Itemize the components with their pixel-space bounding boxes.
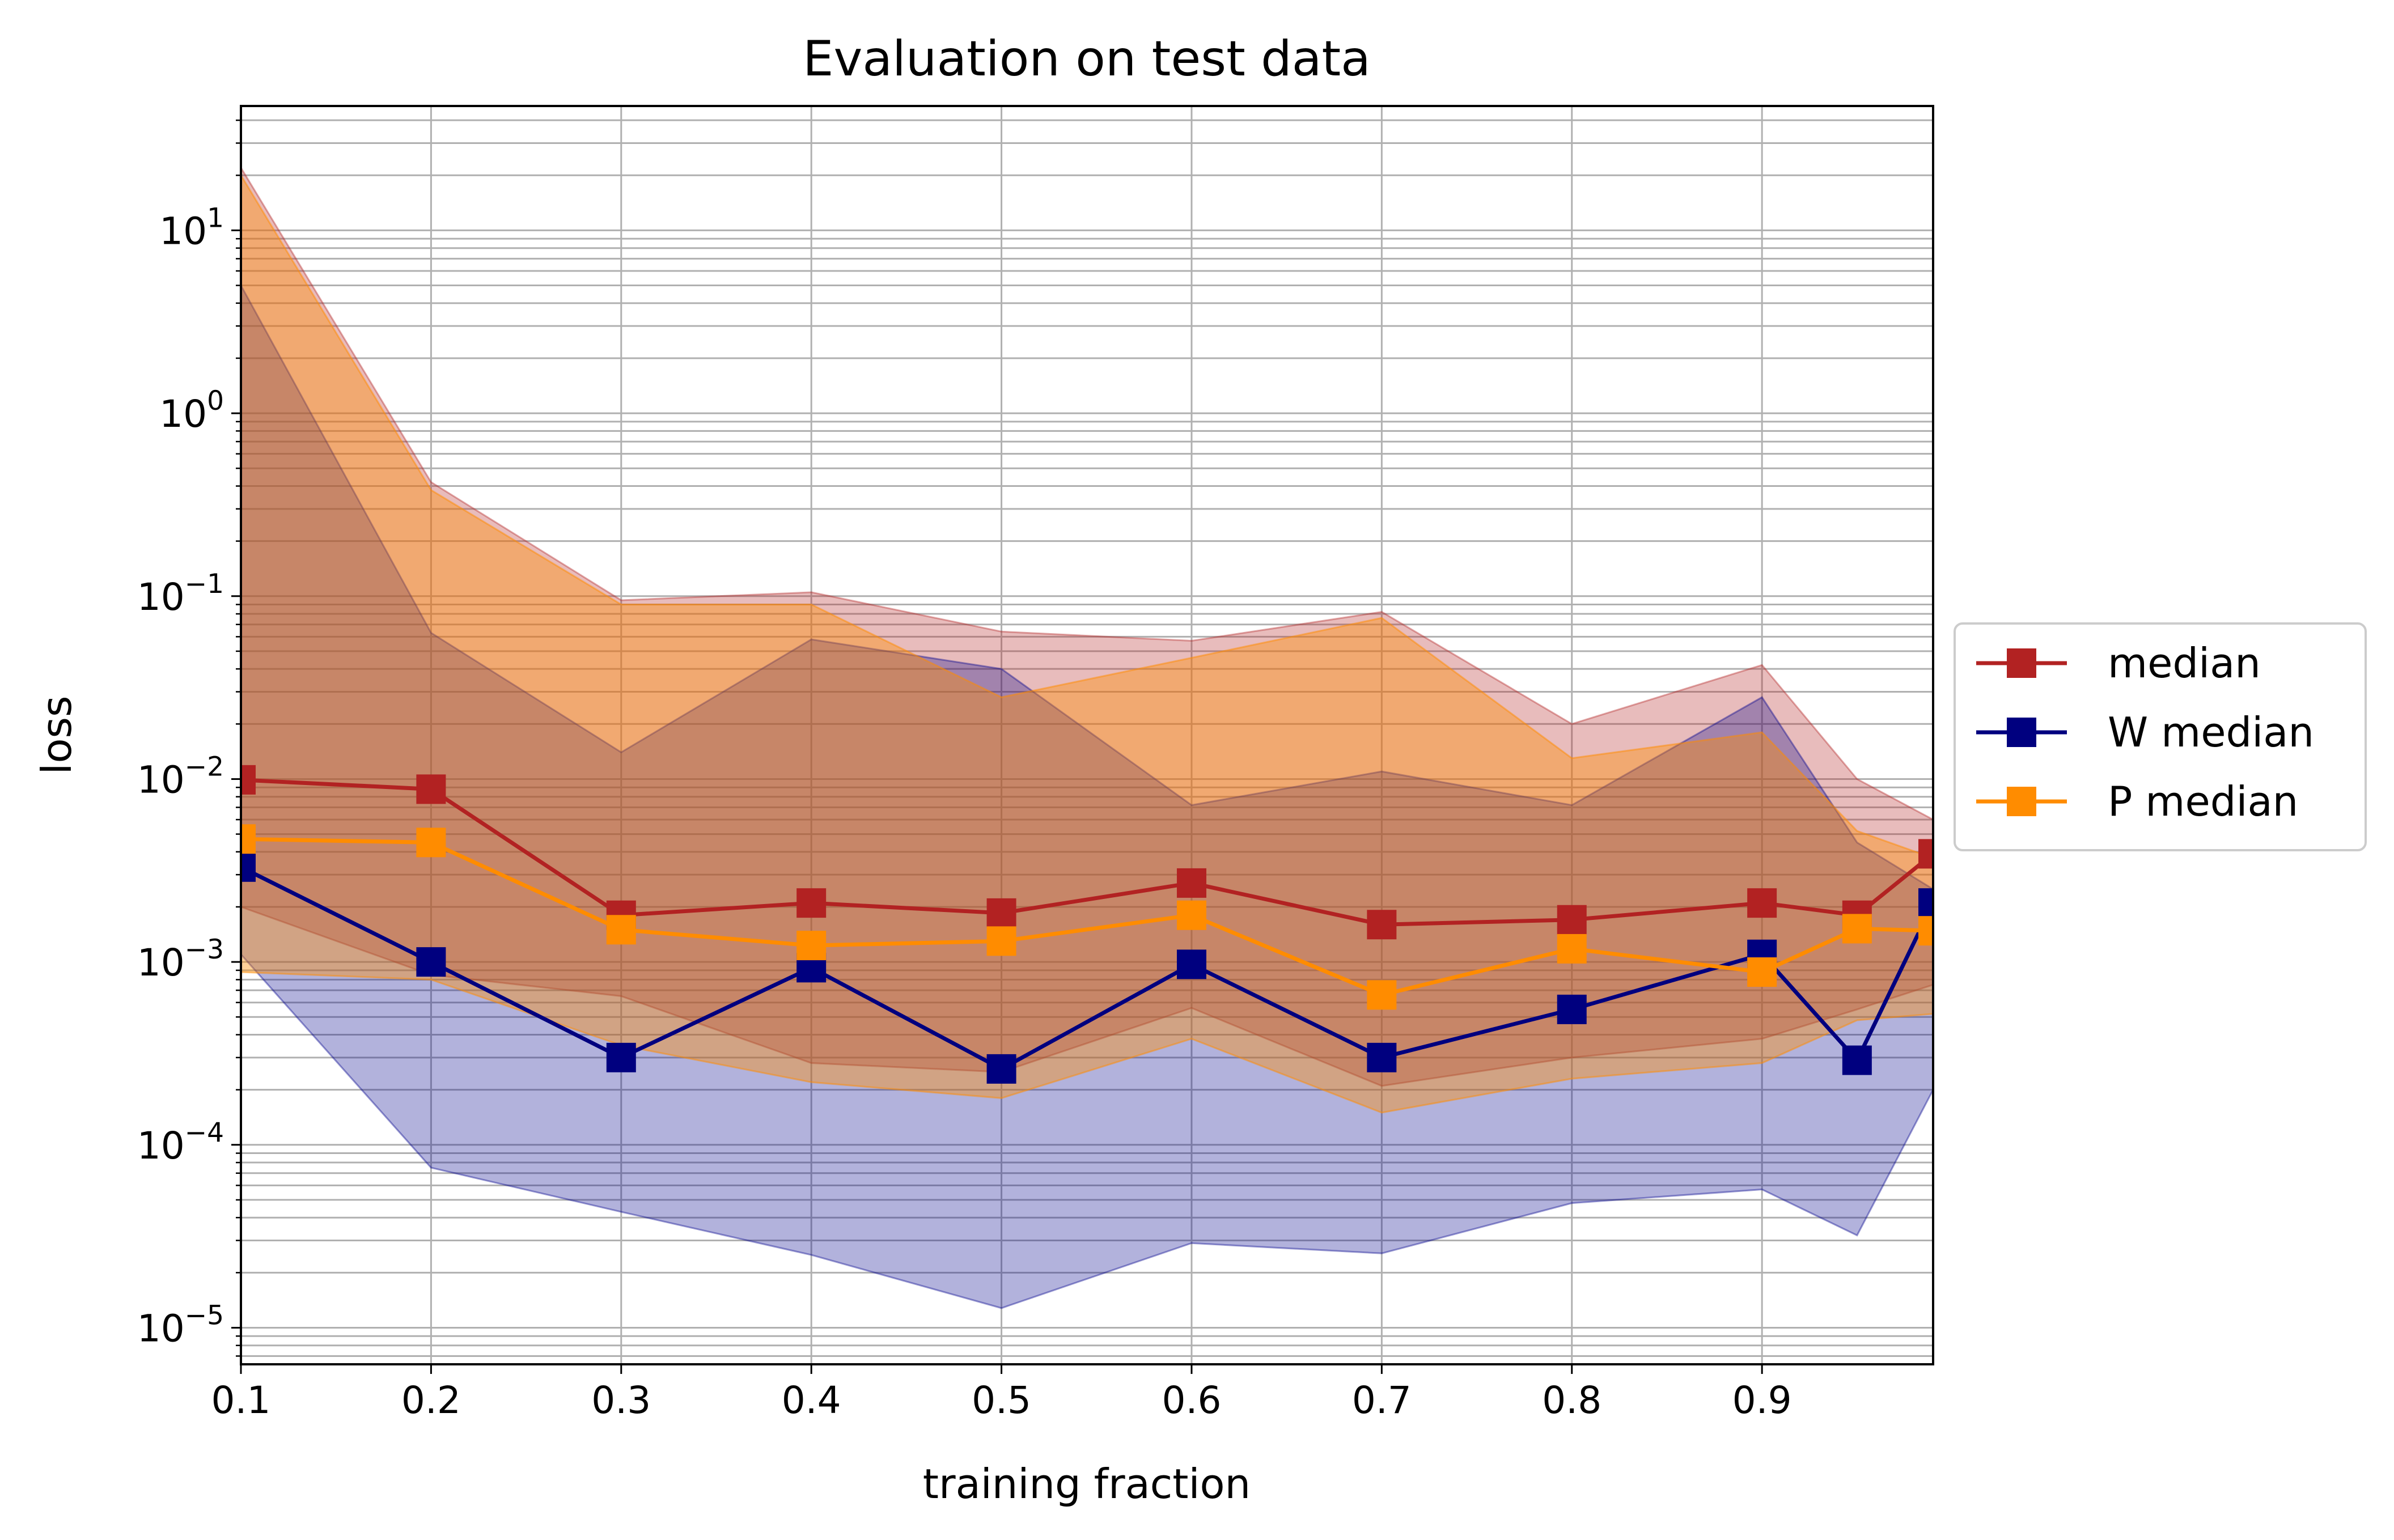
data-point	[241, 765, 256, 795]
data-point	[1918, 888, 1933, 918]
data-point	[1176, 900, 1206, 930]
data-point	[1747, 888, 1777, 918]
data-point	[1842, 914, 1872, 944]
x-tick-label: 0.1	[211, 1378, 271, 1422]
x-tick-label: 0.2	[401, 1378, 461, 1422]
data-point	[416, 947, 446, 977]
data-point	[1367, 1042, 1397, 1072]
plot-frame	[240, 105, 1934, 1365]
x-tick-label: 0.8	[1542, 1378, 1601, 1422]
grid	[240, 106, 1933, 1364]
data-point	[986, 1054, 1016, 1084]
x-tick-label: 0.4	[782, 1378, 841, 1422]
data-point	[416, 828, 446, 858]
y-tick-label: 10−4	[137, 1117, 224, 1168]
x-tick-label: 0.6	[1162, 1378, 1221, 1422]
y-tick-label: 10−5	[137, 1300, 224, 1350]
x-tick-label: 0.3	[591, 1378, 651, 1422]
y-tick-label: 10−2	[137, 751, 224, 801]
x-axis-label: training fraction	[923, 1460, 1251, 1508]
x-tick-label: 0.5	[972, 1378, 1031, 1422]
data-point	[416, 774, 446, 804]
x-tick-label: 0.7	[1352, 1378, 1412, 1422]
y-tick-label: 10−3	[137, 934, 224, 985]
data-point	[1557, 905, 1587, 935]
y-tick-label: 100	[159, 385, 224, 436]
x-axis-ticks: 0.1 0.2 0.3 0.4 0.5 0.6 0.7 0.8 0.9	[211, 1364, 1792, 1422]
series-p-median	[241, 824, 1933, 1010]
legend-marker	[2007, 718, 2036, 747]
data-point	[241, 852, 256, 882]
data-point	[1176, 949, 1206, 979]
data-point	[796, 888, 827, 918]
data-point	[606, 915, 636, 945]
y-axis-ticks: 10−5 10−4 10−3 10−2 10−1 100 101	[137, 119, 241, 1357]
data-point	[1176, 868, 1206, 898]
data-point	[986, 898, 1016, 928]
x-tick-label: 0.9	[1732, 1378, 1792, 1422]
data-point	[796, 931, 827, 961]
data-point	[1557, 994, 1587, 1024]
legend-box	[1954, 622, 2367, 851]
data-point	[1747, 957, 1777, 987]
data-point	[1367, 980, 1397, 1010]
data-point	[606, 1042, 636, 1072]
legend-label: median	[2108, 639, 2261, 687]
legend-marker	[2007, 648, 2036, 678]
data-point	[986, 926, 1016, 956]
chart-title: Evaluation on test data	[803, 31, 1371, 87]
data-point	[241, 824, 256, 854]
data-point	[1557, 934, 1587, 964]
legend-label: P median	[2108, 778, 2298, 825]
data-point	[1367, 910, 1397, 940]
data-point	[1842, 1045, 1872, 1075]
data-point	[1918, 839, 1933, 869]
legend-label: W median	[2108, 709, 2314, 756]
confidence-bands	[240, 164, 1934, 1309]
legend: median W median P median	[1954, 622, 2367, 851]
series-lines	[241, 765, 1933, 1084]
y-tick-label: 10−1	[137, 569, 224, 619]
y-axis-label: loss	[33, 695, 80, 774]
data-point	[1918, 916, 1933, 946]
legend-marker	[2007, 787, 2036, 816]
y-tick-label: 101	[159, 202, 224, 253]
